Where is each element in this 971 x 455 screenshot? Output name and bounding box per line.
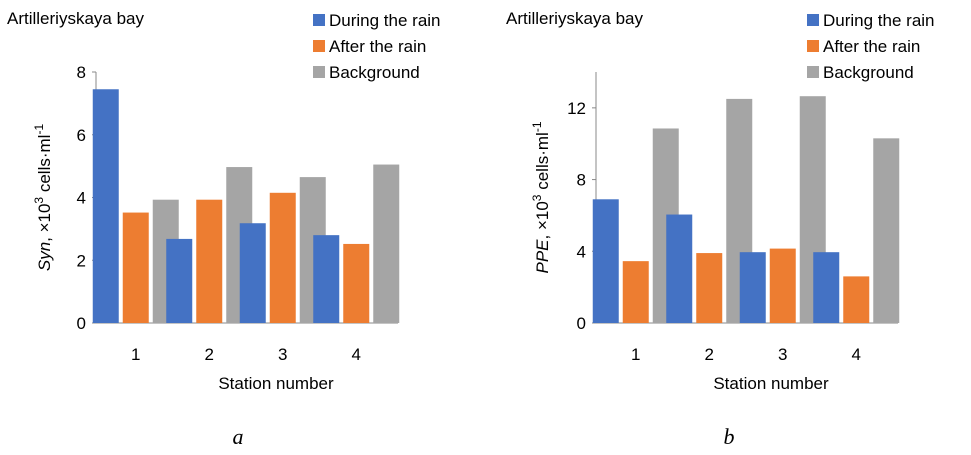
legend-label: Background	[823, 63, 914, 82]
bar	[813, 252, 840, 323]
bar	[592, 199, 619, 323]
bar	[196, 199, 223, 323]
bar	[769, 248, 796, 323]
bar	[269, 192, 296, 323]
legend-swatch	[807, 66, 819, 78]
bar	[92, 89, 119, 323]
legend-label: After the rain	[823, 37, 920, 56]
y-tick-label: 0	[577, 314, 586, 333]
y-tick-label: 12	[567, 99, 586, 118]
legend-swatch	[807, 40, 819, 52]
chart-panel-a: Artilleriyskaya bay 0 2 4 6 8 1 2 3 4 Station numb…	[7, 9, 441, 393]
y-tick-label: 8	[77, 63, 86, 82]
bar	[373, 164, 400, 323]
legend-swatch	[313, 14, 325, 26]
x-tick-label: 3	[278, 345, 287, 364]
legend-label: During the rain	[329, 11, 441, 30]
legend-label: During the rain	[823, 11, 935, 30]
y-tick-label: 6	[77, 126, 86, 145]
y-axis-label: PPE, ×103 cells·ml-1	[530, 121, 552, 273]
legend-swatch	[313, 66, 325, 78]
x-axis-label: Station number	[713, 374, 829, 393]
caption-b: b	[724, 424, 735, 449]
bar	[122, 212, 149, 323]
legend-label: After the rain	[329, 37, 426, 56]
bar	[666, 214, 693, 323]
x-tick-label: 2	[705, 345, 714, 364]
y-tick-label: 2	[77, 251, 86, 270]
bar	[696, 253, 723, 323]
legend-swatch	[807, 14, 819, 26]
x-tick-label: 2	[205, 345, 214, 364]
y-axis-label: Syn, ×103 cells·ml-1	[32, 124, 54, 272]
chart-title: Artilleriyskaya bay	[506, 9, 643, 28]
x-axis-label: Station number	[218, 374, 334, 393]
legend-swatch	[313, 40, 325, 52]
x-tick-label: 4	[852, 345, 861, 364]
bar	[622, 261, 649, 323]
x-tick-label: 3	[778, 345, 787, 364]
x-tick-label: 1	[131, 345, 140, 364]
bar	[873, 138, 900, 323]
legend-label: Background	[329, 63, 420, 82]
caption-a: a	[233, 424, 244, 449]
bar	[843, 276, 870, 323]
bar	[313, 235, 340, 323]
bar	[239, 223, 266, 323]
bar	[166, 238, 193, 323]
bar	[343, 243, 370, 323]
y-tick-label: 0	[77, 314, 86, 333]
bar	[739, 252, 766, 323]
chart-title: Artilleriyskaya bay	[7, 9, 144, 28]
y-tick-label: 4	[77, 189, 86, 208]
y-tick-label: 8	[577, 171, 586, 190]
x-tick-label: 1	[631, 345, 640, 364]
y-tick-label: 4	[577, 242, 586, 261]
x-tick-label: 4	[352, 345, 361, 364]
